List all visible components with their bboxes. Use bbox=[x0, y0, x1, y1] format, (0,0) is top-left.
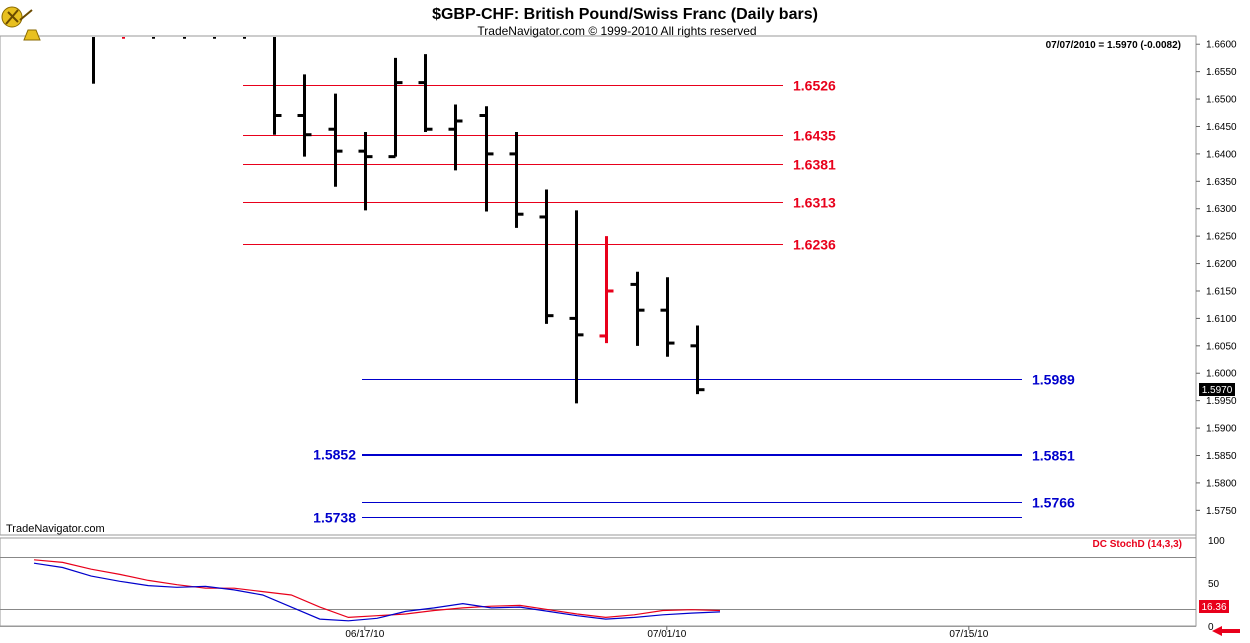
stoch-value-box-bg bbox=[1199, 600, 1229, 613]
price-tick-label: 1.6450 bbox=[1206, 122, 1237, 133]
stoch-value-box: 16.36 bbox=[1199, 600, 1229, 613]
current-price-box-bg bbox=[1199, 383, 1235, 396]
date-tick-label: 07/01/10 bbox=[647, 629, 686, 640]
stoch-series-k bbox=[33, 559, 721, 619]
support-resistance-levels: 1.6526 1.6435 1.6381 1.6313 1.6236 1.5989 1.58… bbox=[243, 78, 1075, 526]
level-label: 1.6381 bbox=[793, 157, 836, 173]
level-label: 1.5738 bbox=[313, 510, 356, 526]
level-label: 1.6236 bbox=[793, 237, 836, 253]
date-tick-label: 06/17/10 bbox=[345, 629, 384, 640]
price-tick-label: 1.6000 bbox=[1206, 369, 1237, 380]
level-label: 1.5852 bbox=[313, 447, 356, 463]
watermark: TradeNavigator.com bbox=[6, 523, 105, 535]
ohlc-bar bbox=[630, 271, 645, 346]
price-tick-label: 1.6200 bbox=[1206, 259, 1237, 270]
ohlc-bar bbox=[599, 236, 614, 344]
date-tick-label: 07/15/10 bbox=[949, 629, 988, 640]
price-tick-label: 1.6250 bbox=[1206, 232, 1237, 243]
stoch-tick-label: 50 bbox=[1208, 579, 1220, 590]
level-label: 1.5851 bbox=[1032, 448, 1075, 464]
ohlc-bar bbox=[479, 106, 494, 212]
price-tick-label: 1.6150 bbox=[1206, 286, 1237, 297]
ohlc-bar bbox=[418, 54, 433, 132]
stoch-lines bbox=[33, 559, 721, 622]
stoch-value-box-label: 16.36 bbox=[1201, 602, 1226, 613]
stoch-label: DC StochD (14,3,3) bbox=[1093, 539, 1182, 550]
level-label: 1.5766 bbox=[1032, 495, 1075, 511]
level-label: 1.6313 bbox=[793, 195, 836, 211]
price-tick-label: 1.6600 bbox=[1206, 40, 1237, 51]
price-tick-label: 1.6550 bbox=[1206, 67, 1237, 78]
price-tick-label: 1.6350 bbox=[1206, 177, 1237, 188]
ohlc-bar bbox=[328, 93, 343, 187]
ohlc-bar bbox=[509, 131, 524, 228]
ohlc-bar bbox=[297, 74, 312, 157]
current-price-box-label: 1.5970 bbox=[1202, 385, 1233, 396]
price-tick-label: 1.6300 bbox=[1206, 204, 1237, 215]
price-tick-label: 1.5950 bbox=[1206, 396, 1237, 407]
stoch-tick-label: 0 bbox=[1208, 622, 1214, 633]
level-label: 1.5989 bbox=[1032, 372, 1075, 388]
ohlc-bar bbox=[569, 210, 584, 404]
ohlc-bar bbox=[388, 57, 403, 159]
price-tick-label: 1.5850 bbox=[1206, 451, 1237, 462]
price-pane bbox=[0, 35, 1197, 536]
date-axis: 06/17/10 07/01/10 07/15/10 bbox=[0, 626, 1196, 640]
price-axis-ticks: 1.6600 1.6550 1.6500 1.6450 1.6400 1.6350 1.63… bbox=[1196, 40, 1237, 517]
price-tick-label: 1.5900 bbox=[1206, 424, 1237, 435]
last-quote-readout: 07/07/2010 = 1.5970 (-0.0082) bbox=[1046, 40, 1181, 51]
ohlc-bar bbox=[448, 104, 463, 171]
stoch-series-d bbox=[33, 562, 721, 622]
stoch-axis-ticks: 100 50 0 bbox=[0, 536, 1225, 633]
ohlc-bar bbox=[690, 325, 705, 395]
price-tick-label: 1.6050 bbox=[1206, 341, 1237, 352]
price-tick-label: 1.6500 bbox=[1206, 95, 1237, 106]
ohlc-bars bbox=[92, 37, 705, 404]
ohlc-bar bbox=[273, 37, 282, 135]
level-label: 1.6435 bbox=[793, 128, 836, 144]
trade-navigator-logo bbox=[1, 6, 41, 41]
chart-subtitle: TradeNavigator.com © 1999-2010 All right… bbox=[477, 24, 756, 38]
stoch-tick-label: 100 bbox=[1208, 536, 1225, 547]
stoch-pane bbox=[0, 537, 1197, 627]
price-tick-label: 1.5750 bbox=[1206, 506, 1237, 517]
price-tick-label: 1.6400 bbox=[1206, 149, 1237, 160]
ohlc-bar bbox=[660, 277, 675, 357]
ohlc-bar bbox=[539, 189, 554, 324]
price-tick-label: 1.5800 bbox=[1206, 478, 1237, 489]
current-price-box: 1.5970 bbox=[1199, 383, 1235, 396]
chart-title: $GBP-CHF: British Pound/Swiss Franc (Dai… bbox=[432, 6, 818, 23]
level-label: 1.6526 bbox=[793, 78, 836, 94]
scroll-right-arrow-icon[interactable] bbox=[1212, 626, 1240, 636]
price-tick-label: 1.6100 bbox=[1206, 314, 1237, 325]
ohlc-bar bbox=[358, 131, 373, 211]
